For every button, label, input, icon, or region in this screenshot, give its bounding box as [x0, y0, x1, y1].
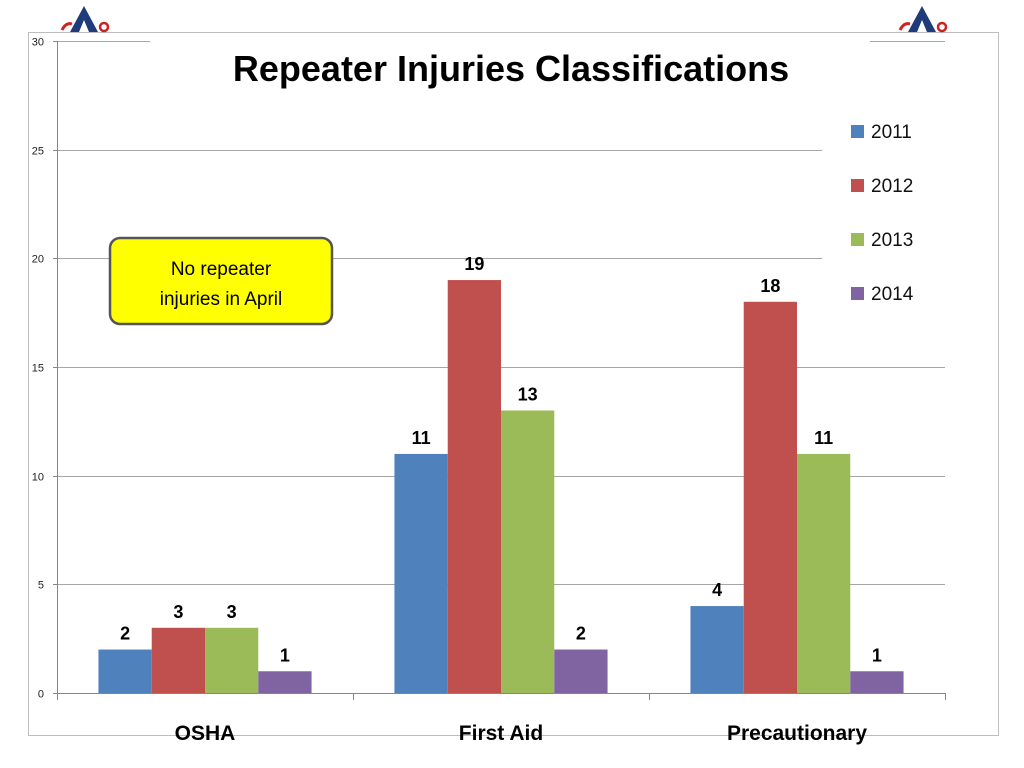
annotation-callout: No repeater injuries in April: [108, 236, 334, 326]
data-label-first-aid-2012: 19: [464, 254, 484, 274]
y-tick-label-2: 10: [32, 472, 44, 484]
data-label-osha-2011: 2: [120, 624, 130, 644]
logo-left: [60, 6, 110, 33]
legend-swatch-2011: [851, 125, 864, 138]
y-tick-label-3: 15: [32, 363, 44, 375]
legend-swatch-2013: [851, 233, 864, 246]
legend-label-2012: 2012: [871, 176, 913, 197]
legend-swatch-2012: [851, 179, 864, 192]
callout-line-2: injuries in April: [160, 289, 283, 310]
bar-precautionary-2011: [690, 606, 744, 693]
bar-first-aid-2011: [394, 453, 448, 693]
legend-label-2014: 2014: [871, 284, 914, 305]
bar-first-aid-2012: [447, 280, 501, 693]
title-backdrop: [150, 38, 870, 98]
data-label-first-aid-2011: 11: [412, 428, 431, 448]
data-label-osha-2013: 3: [227, 602, 237, 622]
logo-right: [898, 6, 948, 33]
axes: 0 5 10 15 20 25 30 OSHA First Aid Precautionary: [32, 37, 946, 745]
y-tick-label-1: 5: [38, 580, 44, 592]
x-category-label-2: Precautionary: [727, 722, 867, 745]
data-label-precautionary-2011: 4: [712, 580, 722, 600]
legend-swatch-2014: [851, 287, 864, 300]
bars: [98, 280, 904, 693]
x-category-label-0: OSHA: [175, 722, 236, 745]
data-label-osha-2012: 3: [173, 602, 183, 622]
bar-osha-2014: [258, 671, 312, 693]
bar-first-aid-2013: [501, 410, 555, 693]
legend: 2011 2012 2013 2014: [851, 122, 914, 305]
x-category-label-1: First Aid: [459, 722, 543, 745]
bar-precautionary-2013: [797, 453, 851, 693]
bar-osha-2012: [151, 627, 205, 693]
chart-title: Repeater Injuries Classifications: [233, 48, 789, 89]
y-tick-label-6: 30: [32, 37, 44, 49]
bar-first-aid-2014: [554, 649, 608, 693]
y-tick-label-0: 0: [38, 689, 44, 701]
data-label-precautionary-2012: 18: [760, 276, 780, 296]
legend-label-2011: 2011: [871, 122, 912, 143]
bar-precautionary-2012: [743, 301, 797, 693]
bar-osha-2011: [98, 649, 152, 693]
y-tick-label-5: 25: [32, 146, 44, 158]
data-label-precautionary-2013: 11: [814, 428, 833, 448]
legend-label-2013: 2013: [871, 230, 913, 251]
data-label-first-aid-2013: 13: [518, 384, 538, 404]
y-tick-label-4: 20: [32, 254, 44, 266]
data-label-precautionary-2014: 1: [872, 645, 882, 665]
callout-line-1: No repeater: [171, 259, 272, 280]
bar-osha-2013: [205, 627, 259, 693]
data-label-first-aid-2014: 2: [576, 624, 586, 644]
callout-box: [108, 236, 334, 326]
bar-precautionary-2014: [850, 671, 904, 693]
legend-backdrop: [822, 110, 946, 314]
data-label-osha-2014: 1: [280, 645, 290, 665]
